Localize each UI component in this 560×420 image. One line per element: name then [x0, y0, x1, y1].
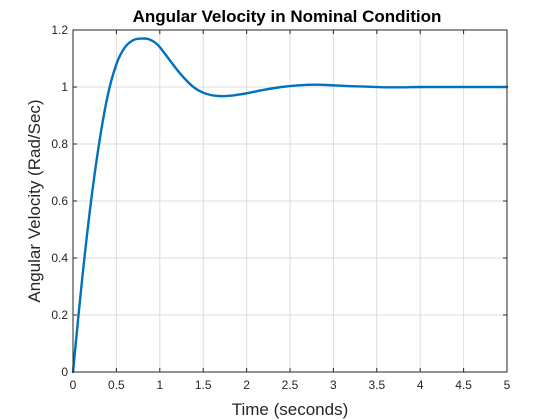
plot-border [72, 29, 508, 373]
y-axis-label: Angular Velocity (Rad/Sec) [25, 99, 44, 302]
x-tick-label: 5 [504, 378, 511, 392]
y-tick-label: 0.4 [51, 251, 68, 265]
x-tick-label: 2.5 [282, 378, 299, 392]
y-tick-label: 0.8 [51, 137, 68, 151]
y-tick-label: 0 [61, 365, 68, 379]
x-tick-label: 1.5 [195, 378, 212, 392]
tick-labels: 0 0.5 1 1.5 2 2.5 3 3.5 4 4.5 5 0 0.2 0.4 0.6 0.8 1 1.2 [51, 23, 510, 392]
x-tick-label: 1 [156, 378, 163, 392]
x-tick-label: 0.5 [108, 378, 125, 392]
x-axis-label: Time (seconds) [232, 400, 349, 419]
x-tick-label: 4.5 [455, 378, 472, 392]
y-tick-label: 1 [61, 80, 68, 94]
y-tick-label: 1.2 [51, 23, 68, 37]
plot-area [71, 29, 509, 374]
y-tick-label: 0.6 [51, 194, 68, 208]
x-tick-label: 4 [417, 378, 424, 392]
x-tick-label: 3 [330, 378, 337, 392]
x-tick-label: 3.5 [368, 378, 385, 392]
series-line [71, 37, 509, 374]
y-tick-label: 0.2 [51, 308, 68, 322]
x-tick-label: 0 [70, 378, 77, 392]
x-tick-label: 2 [243, 378, 250, 392]
chart-title: Angular Velocity in Nominal Condition [133, 7, 442, 26]
